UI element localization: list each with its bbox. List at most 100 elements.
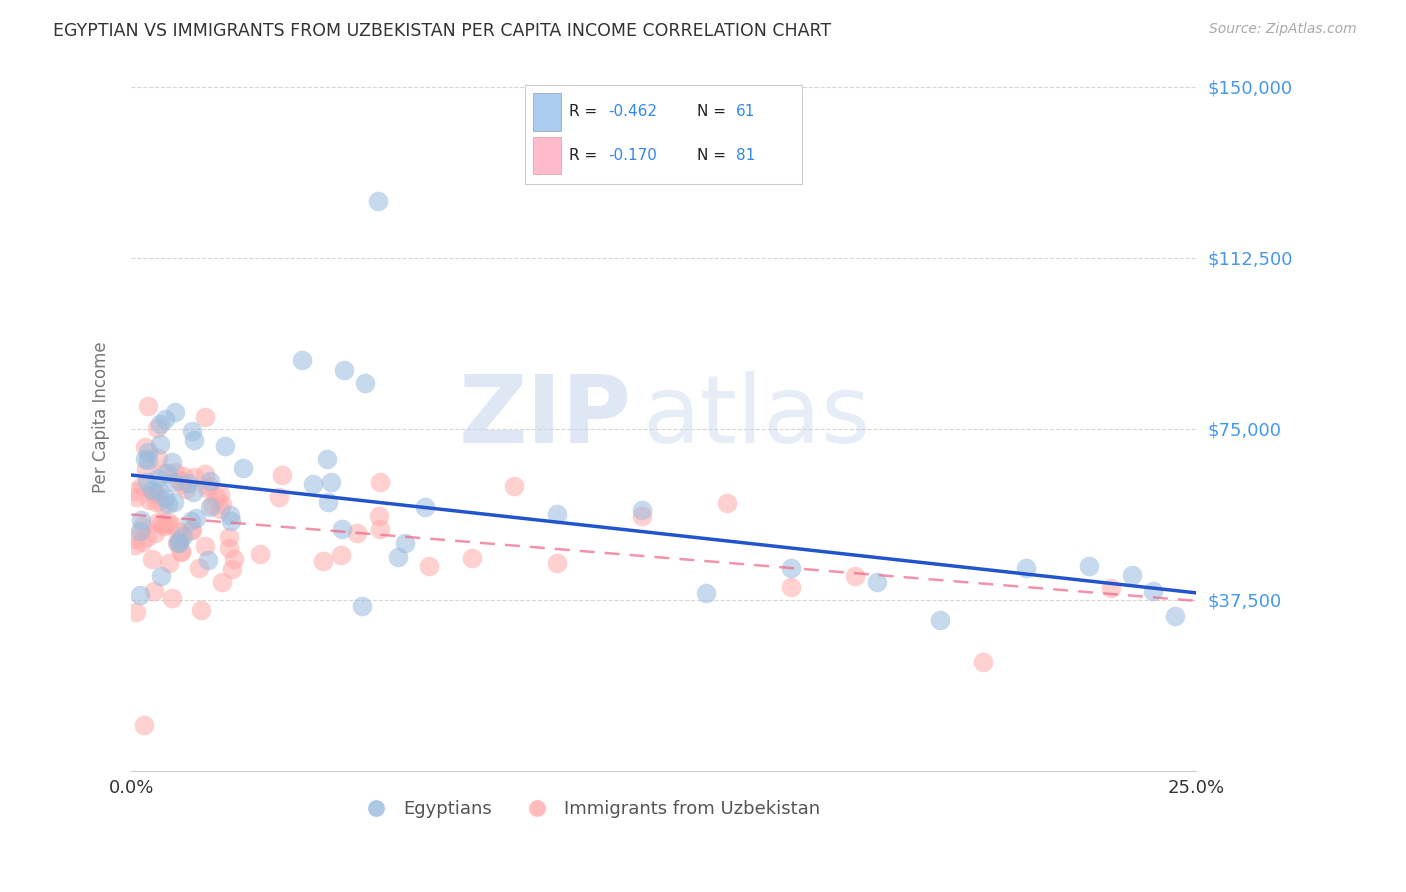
Point bbox=[181, 523, 204, 537]
Point bbox=[131, 535, 153, 549]
Point bbox=[183, 470, 205, 484]
Point bbox=[125, 490, 148, 504]
Text: Source: ZipAtlas.com: Source: ZipAtlas.com bbox=[1209, 22, 1357, 37]
Point bbox=[155, 466, 177, 480]
Point bbox=[352, 599, 374, 614]
Point bbox=[209, 502, 232, 516]
Point bbox=[211, 497, 233, 511]
Point bbox=[367, 194, 389, 208]
Point bbox=[503, 478, 526, 492]
Point bbox=[131, 479, 153, 493]
Point bbox=[232, 460, 254, 475]
Point bbox=[146, 421, 169, 435]
Point bbox=[631, 502, 654, 516]
Point bbox=[194, 540, 217, 554]
Point bbox=[368, 522, 391, 536]
Point bbox=[124, 483, 146, 498]
Point bbox=[180, 523, 202, 537]
Point bbox=[163, 405, 186, 419]
Point bbox=[134, 440, 156, 454]
Point bbox=[695, 586, 717, 600]
Point bbox=[780, 561, 803, 575]
Point bbox=[221, 514, 243, 528]
Point bbox=[222, 552, 245, 566]
Point bbox=[290, 353, 312, 368]
Point bbox=[221, 562, 243, 576]
Point bbox=[160, 517, 183, 532]
Point bbox=[160, 455, 183, 469]
Point bbox=[152, 498, 174, 512]
Point bbox=[167, 524, 190, 539]
Point bbox=[180, 514, 202, 528]
Point bbox=[631, 509, 654, 524]
Point bbox=[172, 529, 194, 543]
Point bbox=[132, 718, 155, 732]
Point bbox=[156, 497, 179, 511]
Point bbox=[198, 475, 221, 489]
Point bbox=[169, 533, 191, 547]
Point bbox=[198, 479, 221, 493]
Point bbox=[128, 524, 150, 538]
Point bbox=[169, 544, 191, 558]
Point bbox=[153, 467, 176, 481]
Point bbox=[176, 475, 198, 490]
Point bbox=[138, 445, 160, 459]
Point bbox=[163, 465, 186, 479]
Point bbox=[163, 475, 186, 490]
Point bbox=[219, 508, 242, 522]
Point bbox=[153, 516, 176, 531]
Point bbox=[163, 495, 186, 509]
Point bbox=[148, 451, 170, 466]
Point bbox=[194, 467, 217, 481]
Point bbox=[546, 507, 568, 521]
Point bbox=[146, 470, 169, 484]
Point bbox=[149, 417, 172, 431]
Point bbox=[167, 534, 190, 549]
Point bbox=[1121, 568, 1143, 582]
Point bbox=[162, 591, 184, 605]
Point bbox=[312, 554, 335, 568]
Point bbox=[1163, 609, 1185, 624]
Point bbox=[367, 508, 389, 523]
Point bbox=[149, 568, 172, 582]
Point bbox=[145, 486, 167, 500]
Point bbox=[143, 583, 166, 598]
Point bbox=[333, 362, 356, 376]
Point bbox=[271, 467, 294, 482]
Point bbox=[865, 575, 887, 590]
Point bbox=[135, 462, 157, 476]
Point bbox=[1142, 584, 1164, 599]
Point bbox=[124, 533, 146, 547]
Point bbox=[135, 475, 157, 490]
Point bbox=[329, 548, 352, 562]
Legend: Egyptians, Immigrants from Uzbekistan: Egyptians, Immigrants from Uzbekistan bbox=[350, 793, 827, 825]
Point bbox=[153, 411, 176, 425]
Point bbox=[125, 605, 148, 619]
Point bbox=[370, 475, 392, 489]
Point bbox=[394, 536, 416, 550]
Point bbox=[249, 547, 271, 561]
Point bbox=[929, 613, 952, 627]
Point bbox=[134, 452, 156, 467]
Point bbox=[267, 490, 290, 504]
Text: ZIP: ZIP bbox=[458, 371, 631, 463]
Point bbox=[461, 551, 484, 566]
Point bbox=[131, 519, 153, 533]
Point bbox=[176, 483, 198, 497]
Point bbox=[316, 451, 339, 466]
Point bbox=[211, 575, 233, 590]
Y-axis label: Per Capita Income: Per Capita Income bbox=[93, 342, 110, 493]
Point bbox=[181, 484, 204, 499]
Point bbox=[546, 556, 568, 570]
Point bbox=[194, 410, 217, 425]
Point bbox=[195, 481, 218, 495]
Point bbox=[302, 477, 325, 491]
Point bbox=[387, 550, 409, 565]
Point bbox=[413, 500, 436, 514]
Point bbox=[354, 376, 377, 391]
Point bbox=[330, 522, 353, 536]
Point bbox=[780, 580, 803, 594]
Point bbox=[167, 473, 190, 487]
Point bbox=[218, 530, 240, 544]
Point bbox=[214, 439, 236, 453]
